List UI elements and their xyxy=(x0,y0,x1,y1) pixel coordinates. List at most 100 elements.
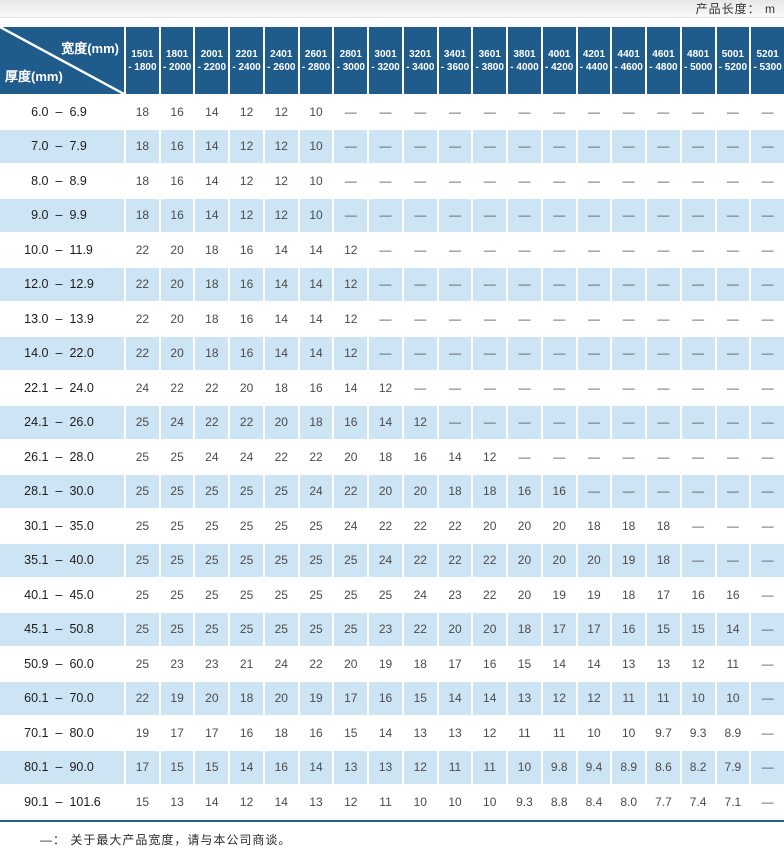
max-length-value-cell: 25 xyxy=(369,578,402,612)
not-available-cell: — xyxy=(542,336,576,370)
max-length-value-cell: 12 xyxy=(334,267,368,301)
max-length-value-cell: 18 xyxy=(195,336,229,370)
max-length-value-cell: 16 xyxy=(681,578,715,612)
thickness-range-label: 28.1–30.0 xyxy=(0,474,124,508)
max-length-value-cell: 24 xyxy=(299,474,333,508)
max-length-value-cell: 12 xyxy=(264,95,298,129)
max-length-value-cell: 12 xyxy=(542,681,576,715)
not-available-cell: — xyxy=(577,95,611,129)
not-available-cell: — xyxy=(751,681,784,715)
not-available-cell: — xyxy=(751,647,784,681)
max-length-value-cell: 25 xyxy=(264,509,298,543)
width-range-header: 5201- 5300 xyxy=(751,27,784,94)
max-length-value-cell: 22 xyxy=(473,578,507,612)
width-range-header: 4601- 4800 xyxy=(647,27,680,94)
not-available-cell: — xyxy=(369,233,402,267)
not-available-cell: — xyxy=(647,440,680,474)
max-length-value-cell: 16 xyxy=(160,198,194,232)
table-row: 6.0–6.9 18 16 14 12 12 10— — — — — — — — — — — — — xyxy=(0,95,784,129)
not-available-cell: — xyxy=(473,129,507,163)
max-length-value-cell: 22 xyxy=(438,509,472,543)
max-length-value-cell: 12 xyxy=(334,302,368,336)
not-available-cell: — xyxy=(681,302,715,336)
diagonal-divider-line xyxy=(0,27,124,94)
max-length-value-cell: 25 xyxy=(230,509,263,543)
max-length-value-cell: 20 xyxy=(542,543,576,577)
not-available-cell: — xyxy=(473,233,507,267)
table-row: 24.1–26.0 25 24 22 22 20 18 16 14 12— — — — — — — — — — xyxy=(0,405,784,439)
max-length-value-cell: 9.4 xyxy=(577,750,611,784)
max-length-value-cell: 18 xyxy=(577,509,611,543)
not-available-cell: — xyxy=(438,164,472,198)
not-available-cell: — xyxy=(751,578,784,612)
max-length-value-cell: 18 xyxy=(369,440,402,474)
not-available-cell: — xyxy=(612,371,646,405)
max-length-value-cell: 22 xyxy=(403,509,437,543)
table-row: 30.1–35.0 25 25 25 25 25 25 24 22 22 22 20 20 20 18 18 1… xyxy=(0,509,784,543)
max-length-value-cell: 13 xyxy=(334,750,368,784)
max-length-value-cell: 25 xyxy=(160,578,194,612)
max-length-value-cell: 20 xyxy=(577,543,611,577)
not-available-cell: — xyxy=(612,474,646,508)
max-length-value-cell: 20 xyxy=(473,509,507,543)
max-length-value-cell: 25 xyxy=(299,543,333,577)
max-length-value-cell: 24 xyxy=(403,578,437,612)
not-available-cell: — xyxy=(716,95,750,129)
not-available-cell: — xyxy=(716,543,750,577)
max-length-value-cell: 12 xyxy=(230,164,263,198)
thickness-range-label: 13.0–13.9 xyxy=(0,302,124,336)
max-length-value-cell: 16 xyxy=(160,95,194,129)
max-length-value-cell: 20 xyxy=(542,509,576,543)
max-length-value-cell: 25 xyxy=(160,509,194,543)
not-available-cell: — xyxy=(612,198,646,232)
max-length-value-cell: 20 xyxy=(160,267,194,301)
max-length-value-cell: 11 xyxy=(612,681,646,715)
max-length-value-cell: 22 xyxy=(403,543,437,577)
not-available-cell: — xyxy=(612,129,646,163)
not-available-cell: — xyxy=(473,267,507,301)
not-available-cell: — xyxy=(403,267,437,301)
max-length-value-cell: 14 xyxy=(438,440,472,474)
max-length-value-cell: 14 xyxy=(264,785,298,819)
max-length-value-cell: 20 xyxy=(195,681,229,715)
max-length-value-cell: 17 xyxy=(577,612,611,646)
thickness-range-label: 22.1–24.0 xyxy=(0,371,124,405)
max-length-value-cell: 22 xyxy=(230,405,263,439)
max-length-value-cell: 25 xyxy=(126,405,159,439)
max-length-value-cell: 15 xyxy=(681,612,715,646)
not-available-cell: — xyxy=(508,233,541,267)
not-available-cell: — xyxy=(681,543,715,577)
max-length-value-cell: 25 xyxy=(334,543,368,577)
max-length-value-cell: 11 xyxy=(716,647,750,681)
max-length-value-cell: 14 xyxy=(299,302,333,336)
thickness-range-label: 35.1–40.0 xyxy=(0,543,124,577)
width-range-header: 1501- 1800 xyxy=(126,27,159,94)
not-available-cell: — xyxy=(403,371,437,405)
max-length-value-cell: 14 xyxy=(334,371,368,405)
max-length-value-cell: 12 xyxy=(230,198,263,232)
max-length-value-cell: 25 xyxy=(264,612,298,646)
width-range-header: 3201- 3400 xyxy=(403,27,437,94)
not-available-cell: — xyxy=(751,785,784,819)
max-length-value-cell: 20 xyxy=(160,336,194,370)
max-length-value-cell: 17 xyxy=(438,647,472,681)
max-length-value-cell: 18 xyxy=(612,578,646,612)
table-row: 90.1–101.6 15 13 14 12 14 13 12 11 10 10 10 9.3 8.8 8.… xyxy=(0,785,784,819)
max-length-value-cell: 25 xyxy=(126,440,159,474)
max-length-value-cell: 20 xyxy=(403,474,437,508)
not-available-cell: — xyxy=(577,302,611,336)
max-length-value-cell: 18 xyxy=(126,129,159,163)
width-range-header: 2201- 2400 xyxy=(230,27,263,94)
max-length-value-cell: 24 xyxy=(264,647,298,681)
max-length-value-cell: 12 xyxy=(577,681,611,715)
not-available-cell: — xyxy=(334,95,368,129)
max-length-value-cell: 10 xyxy=(299,198,333,232)
max-length-value-cell: 25 xyxy=(160,474,194,508)
max-length-value-cell: 14 xyxy=(195,129,229,163)
max-length-value-cell: 14 xyxy=(264,233,298,267)
not-available-cell: — xyxy=(542,129,576,163)
max-length-value-cell: 18 xyxy=(473,474,507,508)
not-available-cell: — xyxy=(647,336,680,370)
not-available-cell: — xyxy=(751,440,784,474)
max-length-value-cell: 8.6 xyxy=(647,750,680,784)
